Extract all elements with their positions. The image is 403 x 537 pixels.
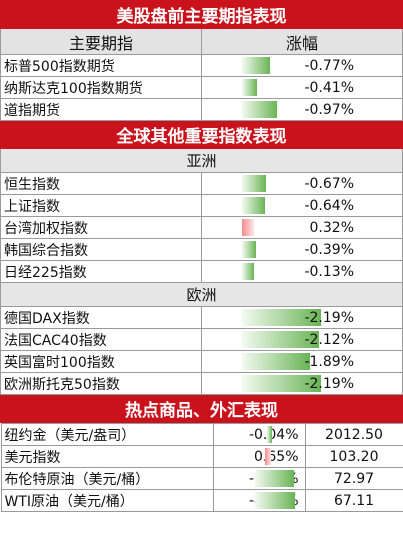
- index-name: 上证指数: [0, 194, 202, 217]
- index-name: 英国富时100指数: [0, 350, 202, 373]
- commodities-holder: 纽约金（美元/盎司） -0.04% 2012.50 美元指数 0.65% 103.20 布伦…: [0, 423, 403, 512]
- change-value: -0.77%: [304, 57, 354, 74]
- change-bar: [242, 219, 255, 236]
- change-cell: -0.41%: [201, 76, 403, 99]
- change-value: -0.97%: [304, 101, 354, 118]
- change-value: 0.32%: [309, 219, 354, 236]
- commodities-banner: 热点商品、外汇表现: [0, 394, 403, 423]
- commodity-row: 纽约金（美元/盎司） -0.04% 2012.50: [0, 423, 403, 446]
- change-value: -0.13%: [304, 263, 354, 280]
- change-bar: [242, 101, 278, 118]
- change-value: -0.67%: [304, 175, 354, 192]
- index-name: 恒生指数: [0, 172, 202, 195]
- commodity-change-cell: -3.87%: [212, 467, 306, 490]
- change-cell: -0.67%: [201, 172, 403, 195]
- global-indices-banner: 全球其他重要指数表现: [0, 120, 403, 149]
- commodity-name: 布伦特原油（美元/桶）: [0, 467, 214, 490]
- europe-index-row: 德国DAX指数 -2.19%: [0, 306, 403, 329]
- asia-index-row: 恒生指数 -0.67%: [0, 172, 403, 195]
- commodity-price: 67.11: [304, 489, 403, 512]
- us-futures-banner: 美股盘前主要期指表现: [0, 0, 403, 29]
- asia-index-row: 日经225指数 -0.13%: [0, 260, 403, 283]
- change-cell: -0.77%: [201, 54, 403, 77]
- us-futures-row: 纳斯达克100指数期货 -0.41%: [0, 76, 403, 99]
- index-name: 台湾加权指数: [0, 216, 202, 239]
- commodity-row: 美元指数 0.65% 103.20: [0, 445, 403, 468]
- change-value: -0.64%: [304, 197, 354, 214]
- change-value: -1.89%: [304, 353, 354, 370]
- commodity-change-cell: 0.65%: [212, 445, 306, 468]
- region-europe-label: 欧洲: [0, 282, 403, 307]
- asia-index-row: 台湾加权指数 0.32%: [0, 216, 403, 239]
- change-cell: -1.89%: [201, 350, 403, 373]
- change-cell: -2.19%: [201, 372, 403, 395]
- change-bar: [242, 79, 258, 96]
- europe-index-row: 法国CAC40指数 -2.12%: [0, 328, 403, 351]
- change-value: -0.39%: [304, 241, 354, 258]
- commodity-price: 72.97: [304, 467, 403, 490]
- commodity-name: 纽约金（美元/盎司）: [0, 423, 214, 446]
- change-bar: [242, 197, 266, 214]
- commodity-price: 2012.50: [304, 423, 403, 446]
- commodity-name: WTI原油（美元/桶）: [0, 489, 214, 512]
- change-cell: -0.13%: [201, 260, 403, 283]
- commodity-change-cell: -0.04%: [212, 423, 306, 446]
- change-bar: [242, 375, 322, 392]
- index-name: 德国DAX指数: [0, 306, 202, 329]
- column-header-index: 主要期指: [0, 28, 202, 55]
- change-value: -2.12%: [304, 331, 354, 348]
- change-cell: -2.12%: [201, 328, 403, 351]
- index-name: 日经225指数: [0, 260, 202, 283]
- commodity-change-value: -0.04%: [248, 426, 299, 443]
- change-bar: [242, 57, 271, 74]
- change-value: -2.19%: [304, 309, 354, 326]
- commodity-row: WTI原油（美元/桶）-4.07%67.11: [0, 489, 403, 512]
- change-value: -2.19%: [304, 375, 354, 392]
- commodity-change-bar: [254, 492, 295, 509]
- index-name: 标普500指数期货: [0, 54, 202, 77]
- asia-index-row: 韩国综合指数 -0.39%: [0, 238, 403, 261]
- commodity-change-value: 0.65%: [254, 448, 299, 465]
- us-futures-row: 道指期货 -0.97%: [0, 98, 403, 121]
- change-bar: [242, 353, 311, 370]
- commodity-price: 103.20: [304, 445, 403, 468]
- change-cell: 0.32%: [201, 216, 403, 239]
- region-asia-label: 亚洲: [0, 148, 403, 173]
- commodities-table: 纽约金（美元/盎司） -0.04% 2012.50 美元指数 0.65% 103.20 布伦…: [0, 423, 403, 512]
- index-name: 法国CAC40指数: [0, 328, 202, 351]
- commodity-change-bar: [266, 426, 272, 443]
- change-bar: [242, 309, 322, 326]
- change-value: -0.41%: [304, 79, 354, 96]
- change-bar: [242, 241, 257, 258]
- change-cell: -0.64%: [201, 194, 403, 217]
- asia-index-row: 上证指数 -0.64%: [0, 194, 403, 217]
- index-name: 欧洲斯托克50指数: [0, 372, 202, 395]
- commodity-row: 布伦特原油（美元/桶）-3.87%72.97: [0, 467, 403, 490]
- europe-index-row: 英国富时100指数 -1.89%: [0, 350, 403, 373]
- commodity-change-bar: [255, 470, 294, 487]
- index-name: 纳斯达克100指数期货: [0, 76, 202, 99]
- us-futures-row: 标普500指数期货 -0.77%: [0, 54, 403, 77]
- change-cell: -2.19%: [201, 306, 403, 329]
- commodity-name: 美元指数: [0, 445, 214, 468]
- europe-index-row: 欧洲斯托克50指数 -2.19%: [0, 372, 403, 395]
- column-header-change: 涨幅: [201, 28, 403, 55]
- index-name: 韩国综合指数: [0, 238, 202, 261]
- market-table: 美股盘前主要期指表现 主要期指 涨幅 标普500指数期货 -0.77% 纳斯达克10…: [0, 0, 403, 512]
- change-cell: -0.39%: [201, 238, 403, 261]
- change-bar: [242, 331, 319, 348]
- change-bar: [242, 175, 267, 192]
- change-cell: -0.97%: [201, 98, 403, 121]
- commodity-change-bar: [264, 448, 272, 465]
- change-bar: [242, 263, 255, 280]
- commodity-change-cell: -4.07%: [212, 489, 306, 512]
- index-name: 道指期货: [0, 98, 202, 121]
